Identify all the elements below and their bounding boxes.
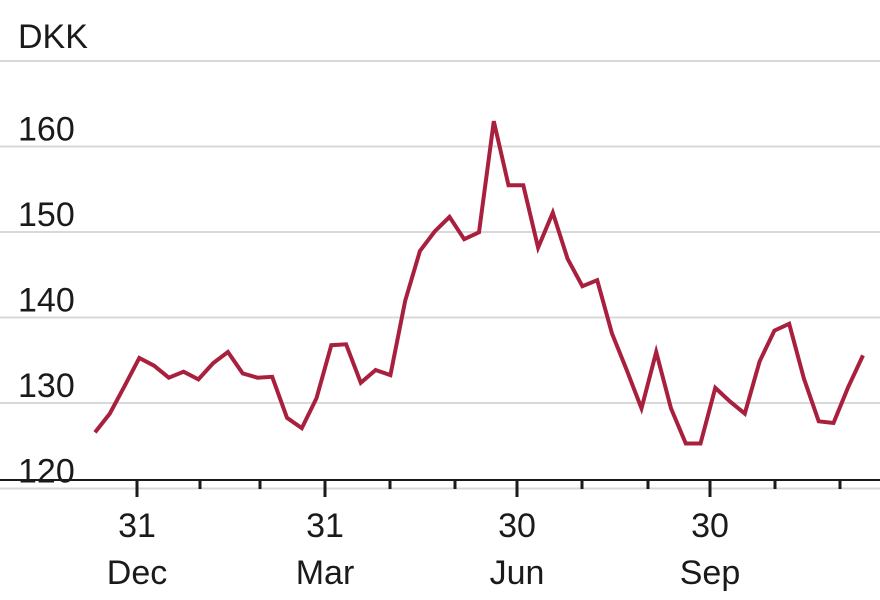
data-point (787, 322, 791, 326)
data-point (492, 119, 496, 123)
y-tick-label: 160 (18, 111, 75, 149)
x-tick-month-label: Dec (107, 554, 167, 592)
y-axis-tick-labels: 120 130 140 150 160 (18, 111, 75, 491)
data-point (300, 426, 304, 430)
data-point (551, 211, 555, 215)
data-point (669, 406, 673, 410)
data-point (226, 350, 230, 354)
data-point (477, 230, 481, 234)
data-point (802, 377, 806, 381)
data-point (566, 257, 570, 261)
data-point (699, 442, 703, 446)
data-point (625, 368, 629, 372)
data-point (256, 376, 260, 380)
x-tick-month-label: Jun (490, 554, 545, 592)
price-series-line (93, 120, 865, 446)
data-point (507, 183, 511, 187)
data-point (167, 376, 171, 380)
data-point (640, 406, 644, 410)
data-point (137, 356, 141, 360)
x-axis-ticks (135, 480, 842, 497)
x-axis-tick-labels: 31 Dec 31 Mar 30 Jun 30 Sep (107, 507, 740, 592)
data-point (832, 421, 836, 425)
data-point (743, 412, 747, 416)
data-point (403, 299, 407, 303)
data-point (315, 396, 319, 400)
data-point (536, 246, 540, 250)
data-point (580, 284, 584, 288)
y-tick-label: 120 (18, 453, 75, 491)
data-point (433, 230, 437, 234)
gridlines (0, 60, 880, 490)
x-tick-day-label: 31 (118, 507, 156, 545)
data-point (418, 249, 422, 253)
data-point (684, 442, 688, 446)
data-point (758, 359, 762, 363)
data-point (388, 373, 392, 377)
data-point (772, 329, 776, 333)
data-point (329, 343, 333, 347)
x-tick-month-label: Sep (680, 554, 741, 592)
data-point (595, 278, 599, 282)
x-tick-day-label: 31 (306, 507, 344, 545)
data-point (108, 412, 112, 416)
data-point (728, 400, 732, 404)
data-point (521, 183, 525, 187)
x-tick-day-label: 30 (498, 507, 536, 545)
data-point (93, 430, 97, 434)
y-axis-unit-label: DKK (18, 18, 88, 56)
data-point (448, 215, 452, 219)
y-tick-label: 140 (18, 282, 75, 320)
y-tick-label: 150 (18, 196, 75, 234)
data-point (182, 370, 186, 374)
data-point (359, 381, 363, 385)
data-point (713, 386, 717, 390)
data-point (654, 350, 658, 354)
data-point (123, 384, 127, 388)
data-point (610, 331, 614, 335)
data-point (211, 361, 215, 365)
data-point (374, 368, 378, 372)
data-point (462, 237, 466, 241)
data-point (196, 377, 200, 381)
data-point (846, 385, 850, 389)
x-tick-month-label: Mar (296, 554, 355, 592)
y-tick-label: 130 (18, 367, 75, 405)
data-point (152, 364, 156, 368)
x-tick-day-label: 30 (691, 507, 729, 545)
data-point (241, 371, 245, 375)
data-point (817, 419, 821, 423)
data-point (344, 342, 348, 346)
data-point (285, 416, 289, 420)
data-point (270, 375, 274, 379)
data-point (861, 353, 865, 357)
